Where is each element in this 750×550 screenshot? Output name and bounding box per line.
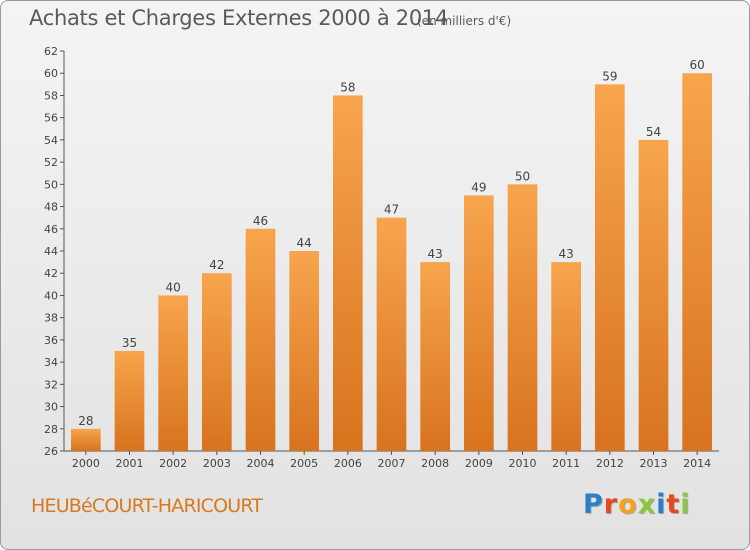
data-label: 47 xyxy=(384,203,399,217)
y-tick-label: 32 xyxy=(44,378,58,391)
commune-name: HEUBéCOURT-HARICOURT xyxy=(31,495,263,517)
logo-letter: i xyxy=(680,489,691,520)
x-tick-label: 2003 xyxy=(203,457,231,470)
x-tick-label: 2008 xyxy=(421,457,449,470)
data-label: 49 xyxy=(471,180,486,194)
bar xyxy=(289,251,320,451)
data-label: 28 xyxy=(78,414,93,428)
logo-letter: o xyxy=(618,489,638,520)
bar xyxy=(463,195,494,451)
y-tick-label: 30 xyxy=(44,401,58,414)
data-label: 42 xyxy=(209,258,224,272)
bar xyxy=(507,184,538,452)
data-labels: 28 35 40 42 46 44 58 47 43 49 50 43 59 54 60 xyxy=(78,58,705,428)
y-tick-label: 42 xyxy=(44,267,58,280)
y-tick-label: 40 xyxy=(44,289,58,302)
data-label: 46 xyxy=(253,214,268,228)
data-label: 58 xyxy=(340,80,355,94)
x-tick-label: 2001 xyxy=(116,457,144,470)
x-tick-label: 2002 xyxy=(159,457,187,470)
x-tick-label: 2004 xyxy=(247,457,275,470)
chart-title: Achats et Charges Externes 2000 à 2014 xyxy=(29,6,449,30)
y-tick-label: 54 xyxy=(44,134,58,147)
axes: 26 28 30 32 34 36 38 40 42 44 46 48 50 52 54 56 58 60 62 20… xyxy=(44,45,719,470)
bar xyxy=(201,273,232,451)
bar xyxy=(245,228,276,451)
bar xyxy=(682,73,713,451)
proxiti-logo: Proxiti xyxy=(583,489,691,520)
bar xyxy=(70,428,101,451)
bar xyxy=(158,295,189,451)
x-tick-label: 2005 xyxy=(290,457,318,470)
data-label: 44 xyxy=(297,236,312,250)
x-tick-label: 2012 xyxy=(596,457,624,470)
data-label: 40 xyxy=(166,280,181,294)
bar xyxy=(376,217,407,451)
y-tick-label: 36 xyxy=(44,334,58,347)
x-tick-label: 2006 xyxy=(334,457,362,470)
y-tick-label: 58 xyxy=(44,89,58,102)
data-label: 60 xyxy=(690,58,705,72)
y-tick-label: 48 xyxy=(44,201,58,214)
bar xyxy=(638,139,669,451)
x-tick-label: 2007 xyxy=(378,457,406,470)
bar xyxy=(551,262,582,451)
y-tick-label: 34 xyxy=(44,356,58,369)
chart-subtitle: (en milliers d'€) xyxy=(417,14,512,28)
logo-letter: x xyxy=(637,489,657,520)
y-tick-label: 52 xyxy=(44,156,58,169)
y-tick-label: 44 xyxy=(44,245,58,258)
bar xyxy=(332,95,363,451)
data-label: 54 xyxy=(646,125,661,139)
y-tick-label: 62 xyxy=(44,45,58,58)
logo-letter: r xyxy=(603,489,619,520)
logo-letter: P xyxy=(583,489,604,520)
y-tick-label: 50 xyxy=(44,178,58,191)
bar xyxy=(114,351,145,451)
x-tick-label: 2013 xyxy=(640,457,668,470)
data-label: 43 xyxy=(559,247,574,261)
data-label: 35 xyxy=(122,336,137,350)
data-label: 59 xyxy=(602,69,617,83)
logo-letter: i xyxy=(656,489,667,520)
y-tick-label: 46 xyxy=(44,223,58,236)
data-label: 43 xyxy=(428,247,443,261)
x-tick-label: 2011 xyxy=(552,457,580,470)
y-tick-label: 26 xyxy=(44,445,58,458)
data-label: 50 xyxy=(515,169,530,183)
y-tick-label: 60 xyxy=(44,67,58,80)
bars xyxy=(70,73,713,452)
x-tick-label: 2014 xyxy=(683,457,711,470)
y-tick-label: 38 xyxy=(44,312,58,325)
logo-letter: t xyxy=(666,489,681,520)
bar xyxy=(594,84,625,451)
x-tick-label: 2009 xyxy=(465,457,493,470)
y-tick-label: 28 xyxy=(44,423,58,436)
y-tick-label: 56 xyxy=(44,112,58,125)
x-tick-label: 2010 xyxy=(509,457,537,470)
x-tick-label: 2000 xyxy=(72,457,100,470)
bar xyxy=(420,262,451,451)
